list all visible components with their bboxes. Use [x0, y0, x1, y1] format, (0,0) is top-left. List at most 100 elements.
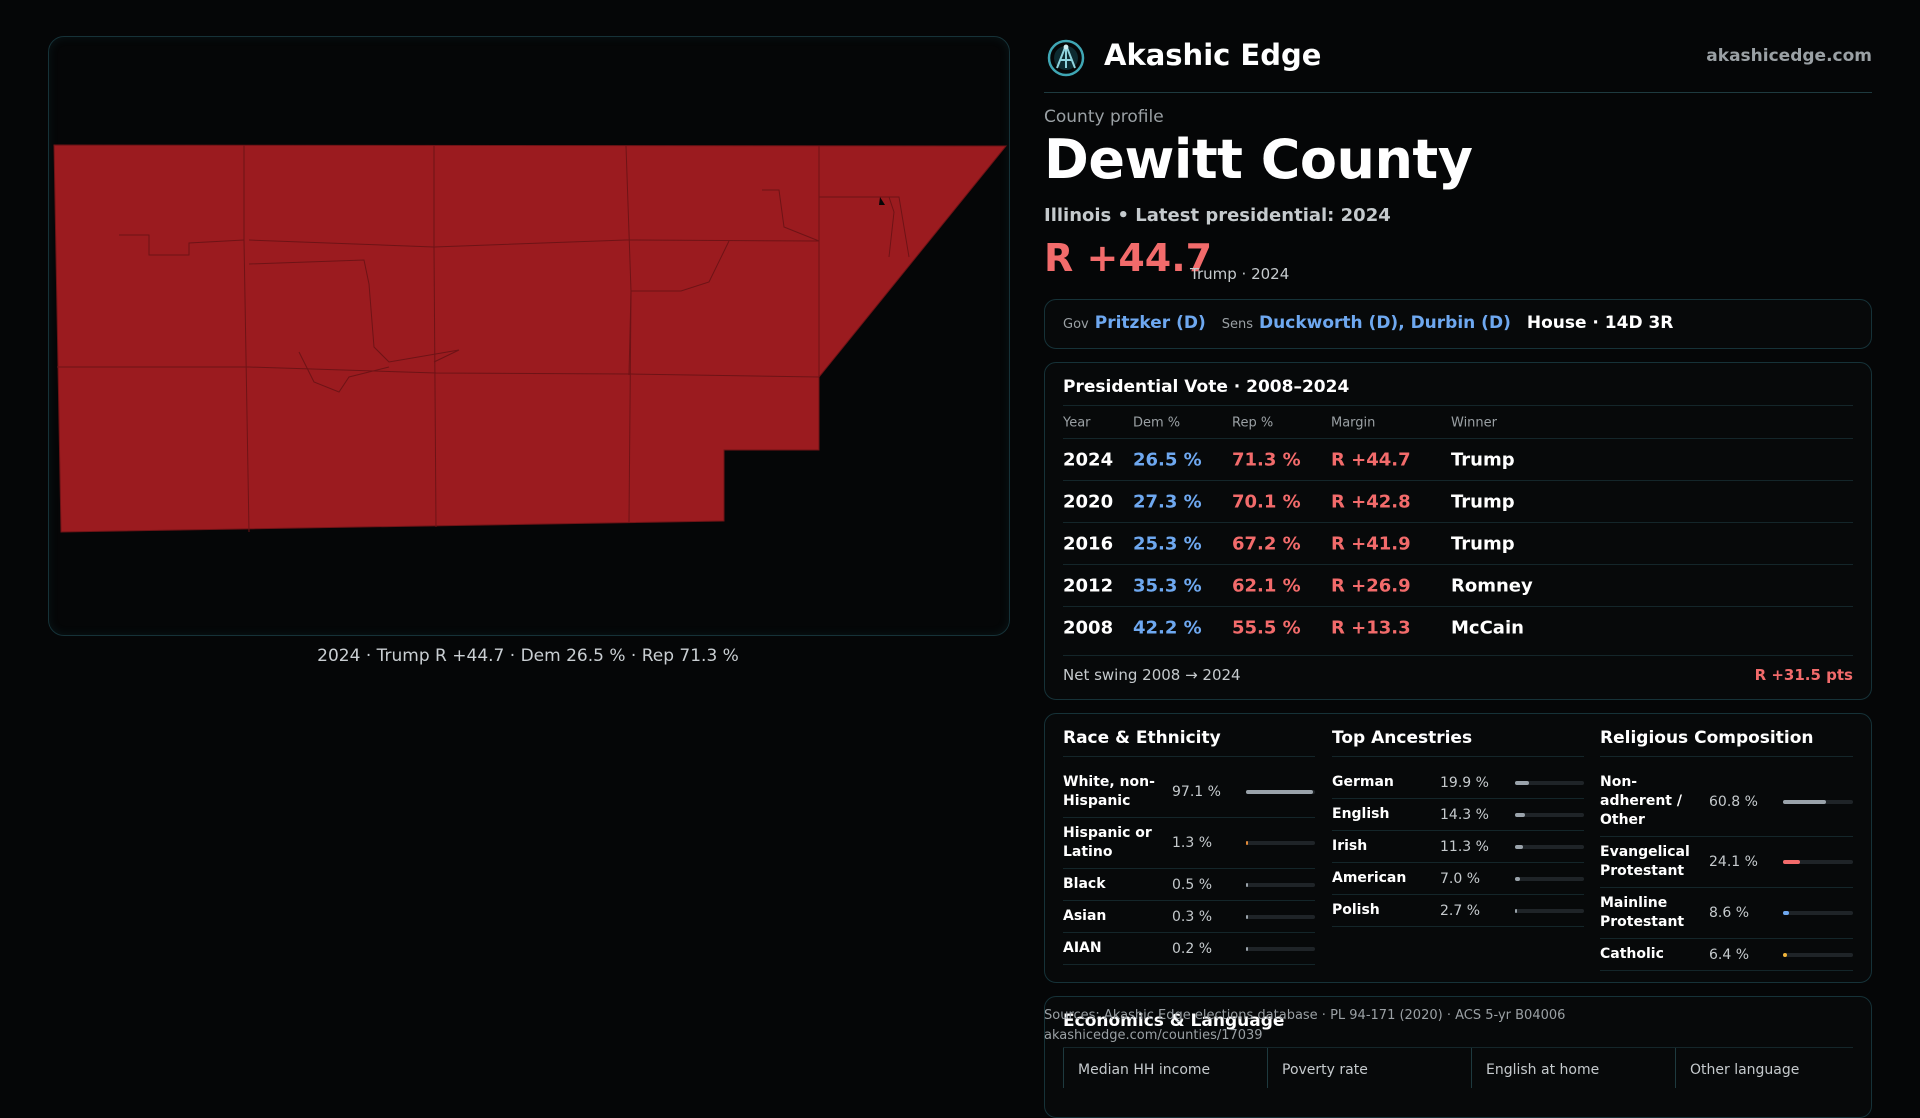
race-label: Black — [1063, 876, 1106, 892]
demographics-card: Race & Ethnicity White, non-Hispanic 97.1… — [1044, 713, 1872, 983]
brand-header: Akashic Edge akashicedge.com — [1044, 34, 1872, 93]
margin-cell: R +41.9 — [1331, 533, 1411, 554]
page-title: Dewitt County — [1044, 128, 1473, 191]
sources-footer: Sources: Akashic Edge elections database… — [1044, 1006, 1565, 1046]
ancestry-bar-fill — [1515, 844, 1523, 849]
ancestry-value: 14.3 % — [1440, 806, 1489, 823]
ancestry-bar-fill — [1515, 908, 1517, 913]
econ-poverty-rate-label: Poverty rate — [1282, 1062, 1368, 1078]
race-bar — [1246, 914, 1315, 919]
ancestry-bar-fill — [1515, 812, 1525, 817]
econ-english-home: English at home — [1471, 1048, 1676, 1088]
rep-pct-cell: 55.5 % — [1232, 617, 1301, 638]
ancestry-bar-fill — [1515, 780, 1529, 785]
header-margin: Margin — [1331, 415, 1376, 430]
table-row[interactable]: 2024 26.5 % 71.3 % R +44.7 Trump — [1063, 438, 1853, 480]
ancestry-value: 7.0 % — [1440, 870, 1481, 887]
dem-pct-cell: 25.3 % — [1133, 533, 1202, 554]
race-row: AIAN 0.2 % — [1063, 933, 1315, 965]
latest-margin-note: Trump · 2024 — [1190, 265, 1290, 283]
ancestry-column: Top Ancestries German 19.9 % English 14.3 %… — [1332, 728, 1584, 927]
dem-pct-cell: 27.3 % — [1133, 491, 1202, 512]
county-map-panel[interactable] — [48, 36, 1010, 636]
religion-bar-fill — [1783, 799, 1826, 804]
winner-cell: Trump — [1451, 533, 1515, 554]
religion-value: 8.6 % — [1709, 905, 1750, 921]
race-bar — [1246, 882, 1315, 887]
governor-link[interactable]: Pritzker (D) — [1094, 313, 1206, 333]
religion-row: Catholic 6.4 % — [1600, 939, 1853, 971]
brand-url-link[interactable]: akashicedge.com — [1706, 46, 1872, 66]
race-label: Asian — [1063, 908, 1107, 924]
table-row[interactable]: 2008 42.2 % 55.5 % R +13.3 McCain — [1063, 606, 1853, 648]
net-swing-value: R +31.5 pts — [1754, 666, 1853, 684]
senators-link[interactable]: Duckworth (D), Durbin (D) — [1259, 313, 1511, 333]
race-row: Hispanic or Latino 1.3 % — [1063, 818, 1315, 869]
race-bar-fill — [1246, 841, 1248, 845]
econ-english-home-label: English at home — [1486, 1062, 1600, 1078]
religion-label: Catholic — [1600, 946, 1664, 962]
religion-row: Non-adherent / Other 60.8 % — [1600, 767, 1853, 837]
ancestry-value: 11.3 % — [1440, 838, 1489, 855]
ancestry-bar — [1515, 876, 1584, 881]
religion-row: Mainline Protestant 8.6 % — [1600, 888, 1853, 939]
race-label: White, non-Hispanic — [1063, 774, 1155, 809]
economics-title: Economics & Language — [1063, 1011, 1285, 1031]
race-value: 0.3 % — [1172, 908, 1213, 925]
profile-eyebrow: County profile — [1044, 107, 1164, 127]
race-value: 0.2 % — [1172, 940, 1213, 957]
religion-bar — [1783, 911, 1853, 915]
ancestry-label: English — [1332, 806, 1390, 822]
econ-other-language-label: Other language — [1690, 1062, 1800, 1078]
year-cell: 2016 — [1063, 533, 1114, 554]
religion-bar — [1783, 860, 1853, 864]
winner-cell: Romney — [1451, 575, 1533, 596]
ancestry-label: Irish — [1332, 838, 1368, 854]
race-value: 97.1 % — [1172, 784, 1221, 800]
econ-median-income: Median HH income — [1063, 1048, 1268, 1088]
table-row[interactable]: 2016 25.3 % 67.2 % R +41.9 Trump — [1063, 522, 1853, 564]
religion-label: Evangelical Protestant — [1600, 844, 1690, 879]
winner-cell: McCain — [1451, 617, 1524, 638]
year-cell: 2024 — [1063, 449, 1114, 470]
brand-name[interactable]: Akashic Edge — [1104, 38, 1322, 72]
officials-bar: Gov Pritzker (D) Sens Duckworth (D), Durbin… — [1044, 299, 1872, 349]
ancestry-row: Irish 11.3 % — [1332, 831, 1584, 863]
latest-margin: R +44.7 — [1044, 236, 1213, 280]
sources-text: Sources: Akashic Edge elections database… — [1044, 1008, 1566, 1023]
ancestry-bar-fill — [1515, 876, 1520, 881]
dem-pct-cell: 35.3 % — [1133, 575, 1202, 596]
ancestry-label: Polish — [1332, 902, 1380, 918]
ancestry-label: American — [1332, 870, 1407, 886]
profile-subline: Illinois • Latest presidential: 2024 — [1044, 205, 1391, 226]
ancestry-row: English 14.3 % — [1332, 799, 1584, 831]
economics-header-row: Median HH income Poverty rate English at… — [1063, 1047, 1853, 1088]
margin-cell: R +13.3 — [1331, 617, 1411, 638]
ancestry-bar — [1515, 812, 1584, 817]
globe-network-icon[interactable] — [1046, 38, 1086, 78]
presidential-vote-title: Presidential Vote · 2008–2024 — [1063, 377, 1350, 397]
year-cell: 2008 — [1063, 617, 1114, 638]
ancestry-bar — [1515, 908, 1584, 913]
religion-label: Non-adherent / Other — [1600, 774, 1682, 828]
ancestry-title: Top Ancestries — [1332, 728, 1584, 757]
sources-link[interactable]: akashicedge.com/counties/17039 — [1044, 1028, 1263, 1043]
race-ethnicity-column: Race & Ethnicity White, non-Hispanic 97.1… — [1063, 728, 1315, 965]
race-value: 1.3 % — [1172, 835, 1213, 851]
econ-other-language: Other language — [1675, 1048, 1854, 1088]
religion-row: Evangelical Protestant 24.1 % — [1600, 837, 1853, 888]
rep-pct-cell: 67.2 % — [1232, 533, 1301, 554]
religion-bar-fill — [1783, 860, 1800, 864]
race-row: Black 0.5 % — [1063, 869, 1315, 901]
rep-pct-cell: 71.3 % — [1232, 449, 1301, 470]
religion-label: Mainline Protestant — [1600, 895, 1685, 930]
econ-median-income-label: Median HH income — [1078, 1062, 1211, 1078]
county-shape[interactable] — [53, 144, 1008, 533]
race-label: Hispanic or Latino — [1063, 825, 1152, 860]
table-row[interactable]: 2020 27.3 % 70.1 % R +42.8 Trump — [1063, 480, 1853, 522]
race-bar — [1246, 946, 1315, 951]
header-dem: Dem % — [1133, 415, 1181, 430]
sens-label: Sens — [1221, 317, 1254, 332]
county-map[interactable] — [49, 37, 1009, 635]
table-row[interactable]: 2012 35.3 % 62.1 % R +26.9 Romney — [1063, 564, 1853, 606]
